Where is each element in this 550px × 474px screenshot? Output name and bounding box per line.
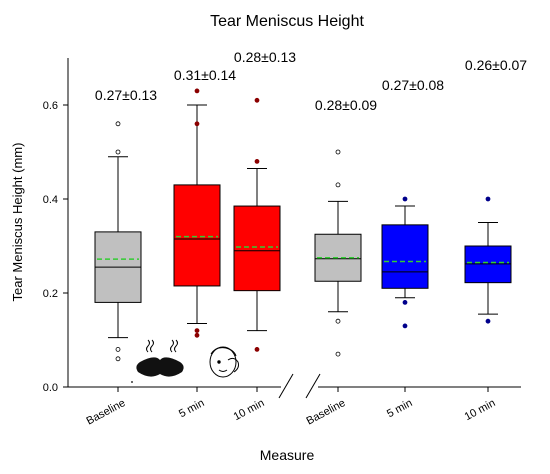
steaming-eye-mask-icon: [131, 339, 184, 383]
y-tick-label: 0.2: [43, 288, 58, 300]
x-tick-label: Baseline: [85, 397, 128, 427]
outlier-point: [254, 158, 260, 164]
box-iqr: [173, 184, 221, 287]
outlier-point: [115, 149, 121, 155]
y-axis-label: Tear Meniscus Height (mm): [10, 143, 25, 302]
outlier-point: [194, 332, 200, 338]
box-iqr: [233, 205, 281, 292]
box-group: 0.28±0.09: [314, 97, 377, 357]
axis-break-mark-left: [278, 373, 294, 399]
y-tick-label: 0.6: [43, 100, 58, 112]
y-tick-label: 0.4: [43, 194, 58, 206]
x-tick-label: 5 min: [385, 397, 414, 420]
outlier-point: [194, 121, 200, 127]
box-iqr: [381, 224, 429, 289]
mean-sd-annotation: 0.27±0.13: [95, 87, 157, 103]
mean-sd-annotation: 0.26±0.07: [465, 57, 527, 73]
box-group: 0.26±0.07: [464, 57, 527, 324]
outlier-point: [254, 346, 260, 352]
outlier-point: [402, 196, 408, 202]
outlier-point: [115, 346, 121, 352]
axis-break-mark-right: [305, 373, 321, 399]
outlier-point: [254, 97, 260, 103]
x-tick-label: 5 min: [177, 397, 206, 420]
y-tick-label: 0.0: [43, 382, 58, 394]
mean-sd-annotation: 0.28±0.13: [234, 49, 296, 65]
box-group: 0.27±0.13: [94, 87, 157, 362]
outlier-point: [115, 356, 121, 362]
box-group: 0.27±0.08: [381, 77, 444, 329]
mean-sd-annotation: 0.27±0.08: [382, 77, 444, 93]
outlier-point: [194, 88, 200, 94]
outlier-point: [402, 323, 408, 329]
outlier-point: [402, 299, 408, 305]
x-tick-label: 10 min: [463, 397, 498, 423]
outlier-point: [335, 149, 341, 155]
box-group: 0.28±0.13: [233, 49, 296, 352]
x-axis-label: Measure: [260, 447, 315, 463]
outlier-point: [115, 121, 121, 127]
outlier-point: [335, 182, 341, 188]
face-touching-eye-icon: [209, 346, 239, 378]
mean-sd-annotation: 0.31±0.14: [174, 67, 236, 83]
outlier-point: [485, 318, 491, 324]
mean-sd-annotation: 0.28±0.09: [315, 97, 377, 113]
outlier-point: [194, 328, 200, 334]
outlier-point: [485, 196, 491, 202]
outlier-point: [335, 318, 341, 324]
box-group: 0.31±0.14: [173, 67, 236, 338]
x-tick-label: 10 min: [232, 397, 267, 423]
x-tick-label: Baseline: [305, 397, 348, 427]
outlier-point: [335, 351, 341, 357]
chart-title: Tear Meniscus Height: [210, 13, 364, 30]
